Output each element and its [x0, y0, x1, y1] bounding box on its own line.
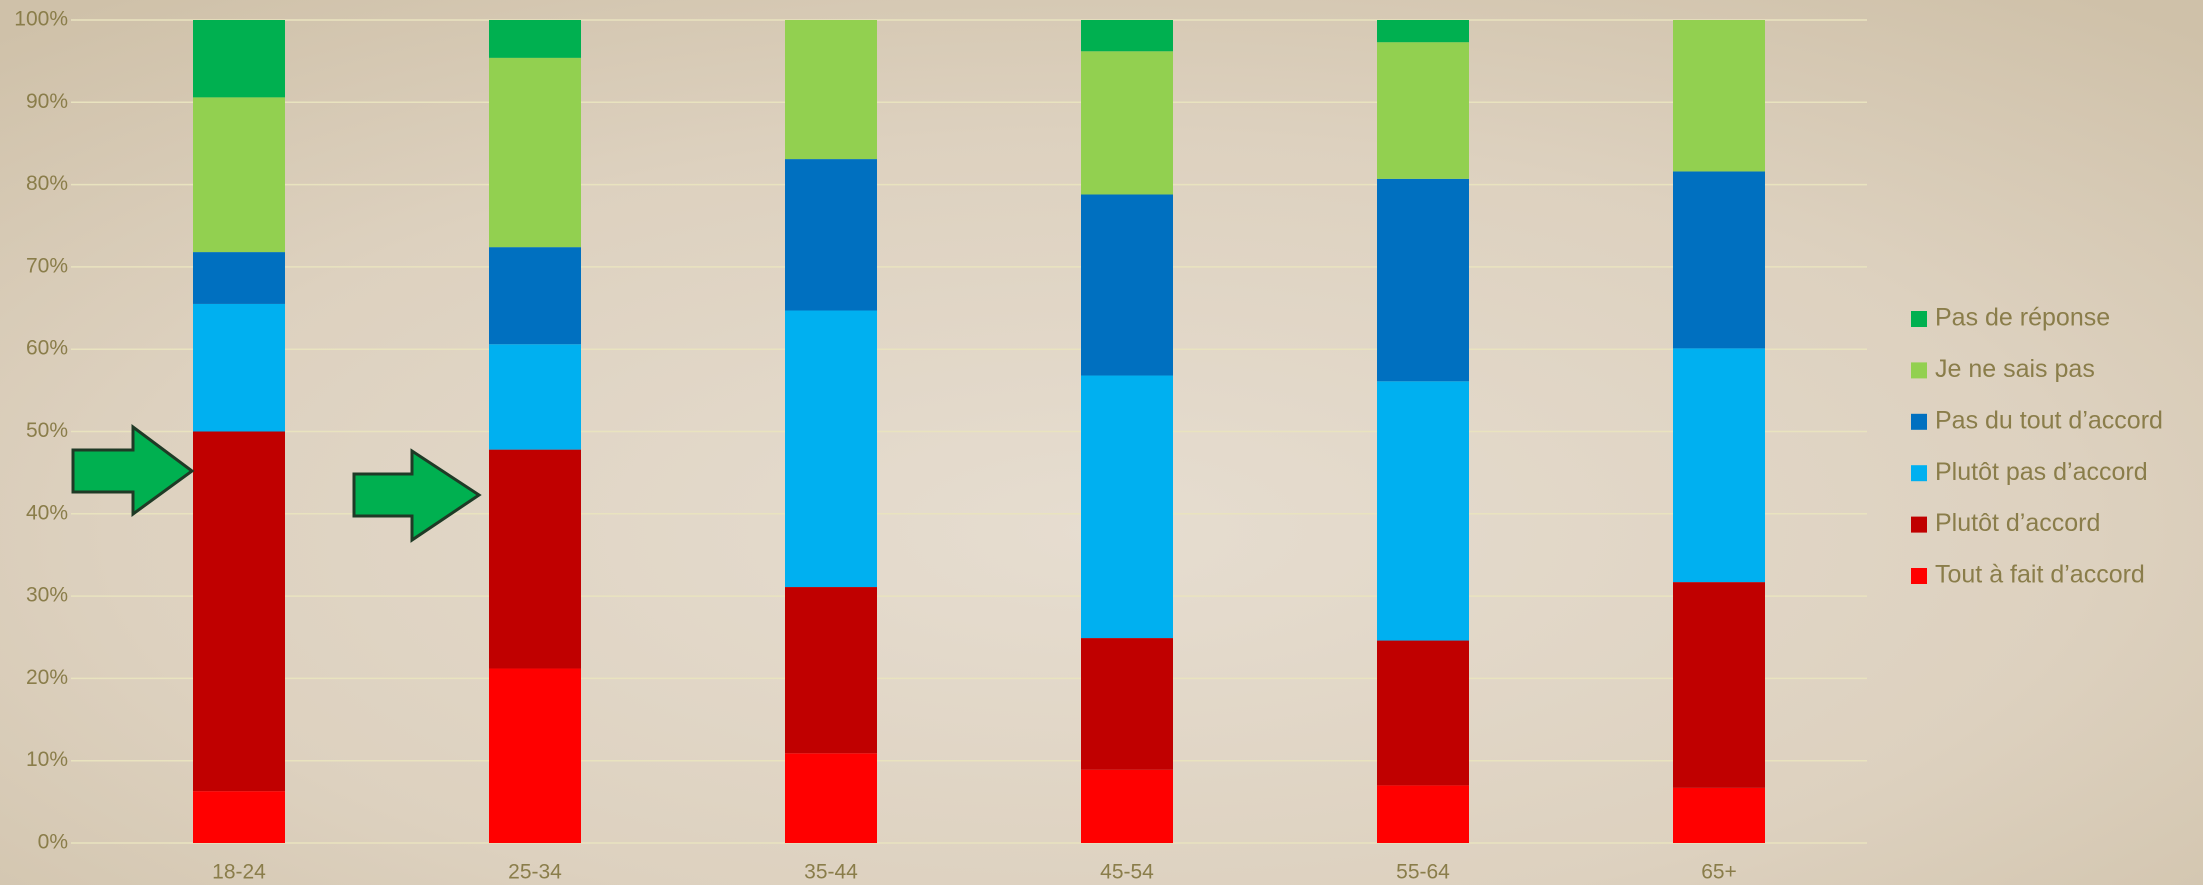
- bar-segment: [1081, 375, 1173, 639]
- bar-segment: [1377, 178, 1469, 382]
- x-tick-label: 18-24: [212, 861, 266, 884]
- y-tick-label: 80%: [26, 172, 68, 195]
- bar-segment: [193, 791, 285, 843]
- x-tick-label: 45-54: [1100, 861, 1154, 884]
- y-tick-label: 100%: [14, 8, 68, 31]
- legend-swatch: [1911, 465, 1927, 482]
- y-tick-label: 10%: [26, 748, 68, 771]
- bar-segment: [1377, 381, 1469, 641]
- legend-label: Tout à fait d’accord: [1935, 561, 2145, 589]
- y-tick-label: 90%: [26, 90, 68, 113]
- bar-segment: [1377, 42, 1469, 179]
- y-tick-label: 70%: [26, 254, 68, 277]
- plot-area: 0% 10% 20% 30% 40% 50% 60% 70% 80% 90% 100% 18-24 25…: [14, 8, 1867, 884]
- bar-segment: [489, 668, 581, 843]
- bar-segment: [1673, 582, 1765, 788]
- x-tick-label: 35-44: [804, 861, 858, 884]
- bar-segment: [785, 310, 877, 588]
- x-tick-label: 25-34: [508, 861, 562, 884]
- bar-segment: [1377, 785, 1469, 843]
- bar-segment: [489, 20, 581, 58]
- arrow: [71, 424, 195, 517]
- bar-segment: [1081, 20, 1173, 52]
- legend-swatch: [1911, 516, 1927, 533]
- bar-segment: [785, 159, 877, 311]
- legend-label: Je ne sais pas: [1935, 355, 2095, 383]
- arrow: [352, 448, 482, 543]
- bar-segment: [1673, 787, 1765, 843]
- y-tick-label: 30%: [26, 584, 68, 607]
- bar-segment: [489, 449, 581, 669]
- y-tick-label: 40%: [26, 501, 68, 524]
- legend-label: Plutôt d’accord: [1935, 509, 2100, 537]
- y-tick-label: 50%: [26, 419, 68, 442]
- bar-segment: [785, 587, 877, 754]
- bar-segment: [1081, 194, 1173, 376]
- bar-segment: [1673, 171, 1765, 349]
- y-tick-label: 60%: [26, 337, 68, 360]
- y-tick-label: 0%: [38, 831, 68, 854]
- bar-segment: [1377, 20, 1469, 43]
- legend-swatch: [1911, 311, 1927, 327]
- y-tick-label: 20%: [26, 666, 68, 689]
- bar-segment: [193, 252, 285, 304]
- bar-segment: [193, 97, 285, 253]
- legend-label: Plutôt pas d’accord: [1935, 458, 2148, 486]
- bar-segment: [1081, 638, 1173, 770]
- x-tick-label: 65+: [1701, 861, 1737, 884]
- bar-segment: [1673, 20, 1765, 172]
- bar-segment: [1377, 640, 1469, 786]
- bar-segment: [785, 20, 877, 160]
- legend-swatch: [1911, 568, 1927, 584]
- legend-label: Pas du tout d’accord: [1935, 406, 2163, 434]
- legend-swatch: [1911, 413, 1927, 430]
- bar-segment: [1081, 769, 1173, 843]
- bar-segment: [1081, 51, 1173, 195]
- bar-segment: [193, 20, 285, 98]
- bar-segment: [489, 247, 581, 345]
- bar-segment: [193, 431, 285, 792]
- legend-swatch: [1911, 362, 1927, 379]
- x-tick-label: 55-64: [1396, 861, 1450, 884]
- bar-segment: [1673, 348, 1765, 583]
- bar-segment: [193, 303, 285, 432]
- bar-segment: [489, 57, 581, 248]
- bar-segment: [489, 344, 581, 450]
- legend-label: Pas de réponse: [1935, 304, 2110, 332]
- bar-segment: [785, 753, 877, 843]
